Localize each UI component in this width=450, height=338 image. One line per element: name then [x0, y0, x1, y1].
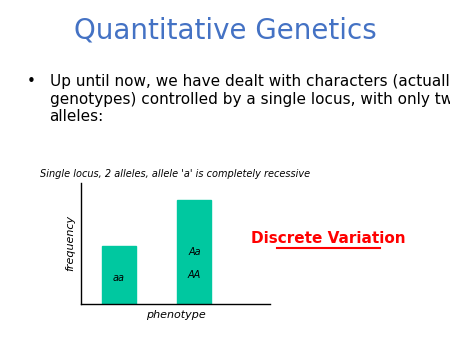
Y-axis label: frequency: frequency [65, 215, 76, 271]
Text: Up until now, we have dealt with characters (actually
genotypes) controlled by a: Up until now, we have dealt with charact… [50, 74, 450, 124]
Text: Aa: Aa [188, 247, 201, 257]
Text: Discrete Variation: Discrete Variation [251, 231, 406, 246]
Bar [102, 246, 136, 304]
X-axis label: phenotype: phenotype [146, 310, 205, 320]
Text: AA: AA [188, 270, 201, 280]
Bar [177, 200, 212, 304]
Text: Quantitative Genetics: Quantitative Genetics [74, 17, 376, 45]
Text: aa: aa [113, 273, 125, 283]
Text: •: • [27, 74, 36, 89]
Title: Single locus, 2 alleles, allele 'a' is completely recessive: Single locus, 2 alleles, allele 'a' is c… [40, 169, 310, 179]
